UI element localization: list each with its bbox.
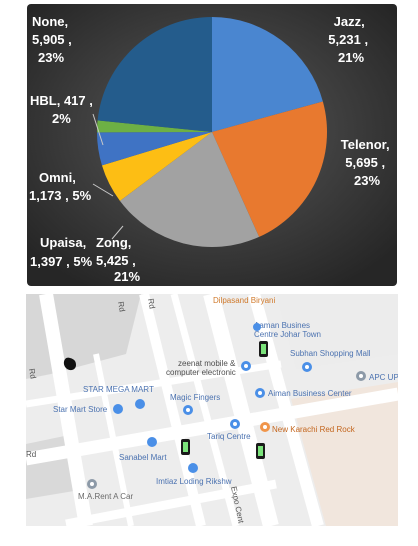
label-jazz-name: Jazz, (334, 14, 365, 29)
leader-line-hbl (92, 113, 104, 146)
label-none: None, 5,905 , 23% (32, 14, 75, 65)
label-jazz-value: 5,231 , (328, 32, 368, 47)
place-zeenat-line2[interactable]: computer electronic (166, 368, 236, 377)
pin-tariq-icon[interactable] (230, 419, 240, 429)
shopping-cart-icon[interactable] (113, 404, 123, 414)
place-subhan[interactable]: Subhan Shopping Mall (290, 349, 371, 358)
leader-line-omni (92, 183, 114, 197)
label-upaisa-name: Upaisa, (40, 235, 86, 250)
shopping-cart-icon[interactable] (135, 399, 145, 409)
phone-marker-icon[interactable] (256, 443, 265, 459)
road-label-1: Rd (116, 301, 127, 313)
shopping-cart-icon[interactable] (147, 437, 157, 447)
place-magic[interactable]: Magic Fingers (170, 393, 220, 402)
shopping-cart-icon[interactable] (188, 463, 198, 473)
label-telenor-value: 5,695 , (345, 155, 385, 170)
place-star-store[interactable]: Star Mart Store (53, 405, 108, 414)
label-zong-percent: 21% (114, 269, 140, 284)
road-label-4: Rd (26, 450, 36, 459)
pin-aaman-icon[interactable] (253, 323, 261, 331)
pie-slice-zong (119, 132, 260, 248)
pie-slice-upaisa (101, 132, 212, 201)
label-telenor-percent: 23% (354, 173, 380, 188)
label-upaisa-value: 1,397 , 5% (30, 254, 93, 269)
road-network (26, 294, 398, 526)
place-imtiaz[interactable]: Imtiaz Loding Rikshw (156, 477, 232, 486)
place-zeenat-line1[interactable]: zeenat mobile & (178, 359, 236, 368)
label-telenor: Telenor, 5,695 , 23% (341, 137, 394, 188)
pin-red-rock-icon[interactable] (260, 422, 270, 432)
road-label-3: Rd (27, 368, 38, 380)
place-apc[interactable]: APC UP (369, 373, 398, 382)
phone-marker-icon[interactable] (181, 439, 190, 455)
pie-slice-none (97, 17, 212, 132)
place-dilpasand[interactable]: Dilpasand Biryani (213, 296, 275, 305)
place-ma-rent[interactable]: M.A.Rent A Car (78, 492, 133, 501)
place-red-rock[interactable]: New Karachi Red Rock (272, 425, 356, 434)
place-aaman-line1[interactable]: Aaman Busines (254, 321, 310, 330)
place-aiman[interactable]: Aiman Business Center (268, 389, 352, 398)
road-label-2: Rd (146, 298, 157, 310)
pin-ma-rent-icon[interactable] (87, 479, 97, 489)
label-hbl-value: HBL, 417 , (30, 93, 93, 108)
label-jazz-percent: 21% (338, 50, 364, 65)
pie-slice-jazz (212, 17, 323, 132)
pie-slice-telenor (212, 101, 327, 237)
leader-line-upaisa (111, 225, 124, 240)
pie-slice-hbl (97, 120, 212, 133)
place-sanabel[interactable]: Sanabel Mart (119, 453, 167, 462)
label-hbl: HBL, 417 , 2% (30, 93, 96, 126)
label-none-percent: 23% (38, 50, 64, 65)
pin-apc-icon[interactable] (356, 371, 366, 381)
label-upaisa: Upaisa, 1,397 , 5% (30, 235, 93, 269)
black-leaf-marker-icon[interactable] (63, 357, 76, 371)
map-view[interactable]: Rd Rd Rd Rd Expo Cent Dilpasand Biryani … (26, 294, 398, 526)
pin-zeenat-icon[interactable] (241, 361, 251, 371)
label-omni: Omni, 1,173 , 5% (29, 170, 92, 203)
label-none-name: None, (32, 14, 68, 29)
place-star-mega[interactable]: STAR MEGA MART (83, 385, 154, 394)
label-zong-name: Zong, (96, 235, 131, 250)
pin-subhan-icon[interactable] (302, 362, 312, 372)
pin-aiman-icon[interactable] (255, 388, 265, 398)
building-block-topright (276, 294, 398, 369)
label-none-value: 5,905 , (32, 32, 72, 47)
pin-magic-icon[interactable] (183, 405, 193, 415)
label-zong: Zong, 5,425 , 21% (96, 235, 140, 284)
building-block-right (291, 382, 398, 526)
label-telenor-name: Telenor, (341, 137, 390, 152)
label-zong-value: 5,425 , (96, 253, 136, 268)
pie-chart: Jazz, 5,231 , 21% Telenor, 5,695 , 23% N… (27, 4, 397, 286)
pie-slice-omni (97, 132, 212, 166)
phone-marker-icon[interactable] (259, 341, 268, 357)
label-jazz: Jazz, 5,231 , 21% (328, 14, 371, 65)
label-hbl-percent: 2% (52, 111, 71, 126)
place-tariq[interactable]: Tariq Centre (207, 432, 251, 441)
label-omni-name: Omni, (39, 170, 76, 185)
place-aaman-line2[interactable]: Centre Johar Town (254, 330, 321, 339)
label-omni-value: 1,173 , 5% (29, 188, 92, 203)
